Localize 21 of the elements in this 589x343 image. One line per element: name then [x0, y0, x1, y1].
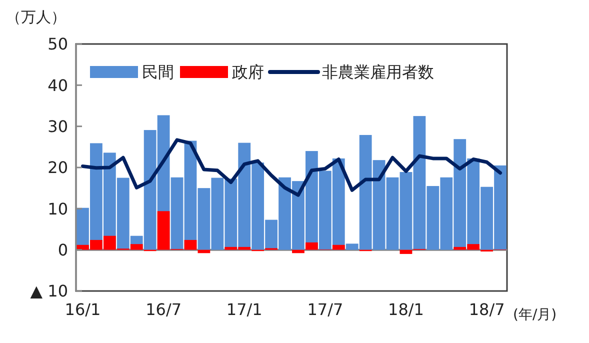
x-tick-label: 17/7 [307, 300, 344, 319]
y-tick-label: 30 [48, 116, 68, 136]
x-tick-label: 18/7 [468, 300, 505, 319]
legend-label: 政府 [232, 62, 264, 82]
y-tick-label: 20 [48, 158, 68, 178]
x-tick-label: 16/1 [64, 300, 101, 319]
x-axis-title: (年/月) [513, 307, 557, 323]
y-tick-label: 0 [58, 240, 68, 260]
y-tick-label: 10 [48, 199, 68, 218]
bar [292, 250, 304, 254]
legend-label: 民間 [142, 62, 174, 82]
y-axis-title: （万人） [6, 8, 66, 26]
y-tick-label: 40 [48, 76, 68, 95]
x-tick-label: 18/1 [388, 300, 424, 319]
x-tick-label: 16/7 [146, 300, 182, 319]
x-tick-label: 17/1 [226, 300, 262, 319]
legend-label: 非農業雇用者数 [322, 62, 434, 82]
bar [400, 250, 412, 254]
y-tick-label: ▲ 10 [30, 282, 68, 301]
y-tick-label: 50 [48, 34, 68, 54]
line-series [80, 138, 502, 197]
